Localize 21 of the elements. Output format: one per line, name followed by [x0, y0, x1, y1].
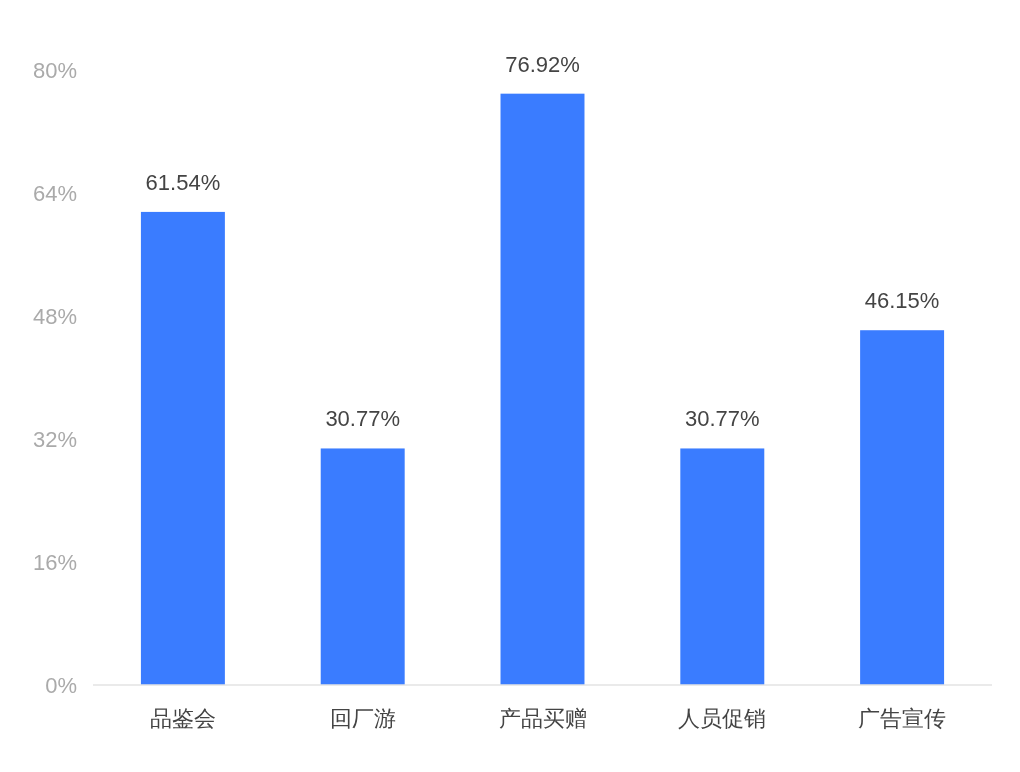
y-tick-label: 16%: [32, 549, 77, 575]
data-label: 30.77%: [684, 406, 760, 432]
y-tick-label: 64%: [32, 180, 77, 206]
x-tick-label: 品鉴会: [149, 705, 216, 731]
bar: [320, 448, 405, 685]
x-tick-label: 广告宣传: [858, 705, 947, 731]
bar: [680, 448, 765, 685]
bar: [500, 93, 585, 685]
bar: [140, 211, 225, 685]
data-label: 30.77%: [325, 406, 401, 432]
data-label: 61.54%: [145, 169, 221, 195]
y-tick-label: 32%: [32, 426, 77, 452]
data-label: 46.15%: [864, 288, 940, 314]
y-tick-label: 48%: [32, 303, 77, 329]
y-tick-label: 80%: [32, 57, 77, 83]
y-tick-label: 0%: [45, 672, 77, 698]
bar: [860, 330, 945, 685]
x-tick-label: 回厂游: [329, 705, 396, 731]
data-label: 76.92%: [505, 51, 580, 77]
x-tick-label: 产品买赠: [498, 705, 587, 731]
x-tick-label: 人员促销: [678, 705, 767, 731]
